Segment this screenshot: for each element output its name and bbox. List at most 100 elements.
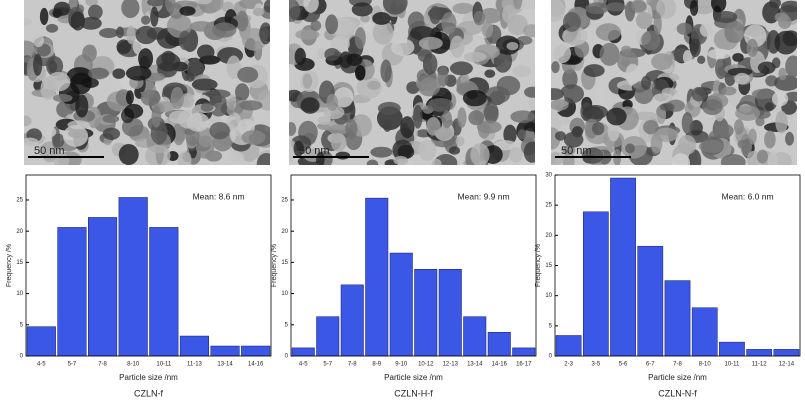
particle [656, 0, 677, 19]
particle [643, 120, 659, 135]
particle [767, 151, 778, 165]
particle [771, 91, 789, 107]
particle [448, 146, 461, 155]
particle [583, 64, 605, 78]
particle [46, 71, 71, 92]
particle [595, 23, 622, 41]
particle [191, 78, 218, 91]
particle [510, 110, 535, 123]
particle [39, 7, 49, 26]
particle [562, 26, 588, 46]
particle [721, 86, 737, 96]
particle [732, 52, 744, 62]
caption: CZLN-H-f [394, 388, 433, 398]
particle [716, 123, 734, 138]
particle [431, 158, 442, 165]
particle [294, 47, 306, 66]
particle [300, 97, 320, 114]
particle [689, 38, 701, 58]
particle [512, 65, 532, 78]
particle [200, 102, 214, 112]
x-tick-label: 11-12 [752, 362, 768, 368]
particle [102, 114, 120, 123]
particle [509, 146, 523, 163]
x-axis-label: Particle size /nm [648, 373, 707, 382]
particle [634, 85, 654, 105]
particle [524, 86, 535, 98]
particle [450, 35, 465, 58]
scale-bar-label: 50 nm [561, 145, 592, 157]
particle [484, 101, 499, 124]
particle [429, 5, 441, 25]
particle [252, 7, 265, 17]
particle [226, 105, 235, 116]
particle [150, 6, 159, 27]
particle [345, 118, 358, 139]
x-tick-label: 5-7 [323, 362, 332, 368]
particle [735, 105, 761, 121]
particle [126, 25, 136, 44]
particle [70, 72, 92, 95]
particle [554, 131, 566, 141]
particle [554, 116, 571, 126]
particle [734, 72, 750, 85]
particle [212, 22, 237, 38]
plot-frame [290, 174, 537, 357]
particle [551, 99, 569, 111]
particle [676, 22, 693, 35]
particle [494, 140, 517, 151]
particle [382, 119, 392, 132]
particle [780, 0, 797, 13]
particle [778, 67, 787, 81]
particle [481, 21, 494, 38]
particle [46, 56, 64, 77]
y-tick-label: 5 [549, 323, 553, 329]
particle [457, 107, 467, 128]
particle [382, 0, 408, 15]
annotation: Mean: 9.9 nm [458, 191, 510, 201]
particle [697, 55, 706, 64]
particle [52, 133, 65, 148]
particle [140, 89, 161, 106]
particle [24, 40, 37, 58]
particle [523, 141, 535, 163]
particle [769, 0, 781, 9]
x-tick-label: 13-14 [217, 362, 233, 368]
particle [715, 57, 728, 80]
particle [179, 6, 196, 16]
particle [625, 63, 640, 85]
particle [208, 95, 229, 117]
particle [333, 87, 354, 108]
particle [317, 116, 332, 125]
tem-content [24, 0, 270, 165]
particle [710, 0, 727, 13]
x-tick-label: 7-8 [673, 362, 682, 368]
particle [141, 15, 151, 25]
bar [179, 335, 209, 357]
particle [186, 71, 195, 82]
particle [170, 86, 184, 110]
particle [231, 152, 245, 164]
particle [366, 159, 379, 165]
y-tick-label: 0 [20, 354, 24, 360]
particle [503, 124, 517, 145]
particle [346, 53, 363, 67]
particle [82, 44, 97, 62]
particle [138, 48, 154, 69]
particle [293, 140, 304, 157]
particle [607, 120, 620, 142]
particle [135, 25, 157, 45]
particle [551, 0, 566, 22]
tem-content [289, 0, 535, 165]
particle [418, 139, 437, 161]
particle [194, 0, 213, 5]
x-tick-label: 4-5 [37, 362, 46, 368]
particle [256, 153, 270, 165]
particle [756, 149, 769, 164]
tem-image: 50 nm [24, 0, 270, 165]
particle [559, 84, 585, 104]
y-tick-label: 20 [545, 233, 552, 239]
y-tick-label: 20 [281, 229, 288, 235]
tem-image: 50 nm [551, 0, 797, 165]
particle [605, 2, 627, 12]
